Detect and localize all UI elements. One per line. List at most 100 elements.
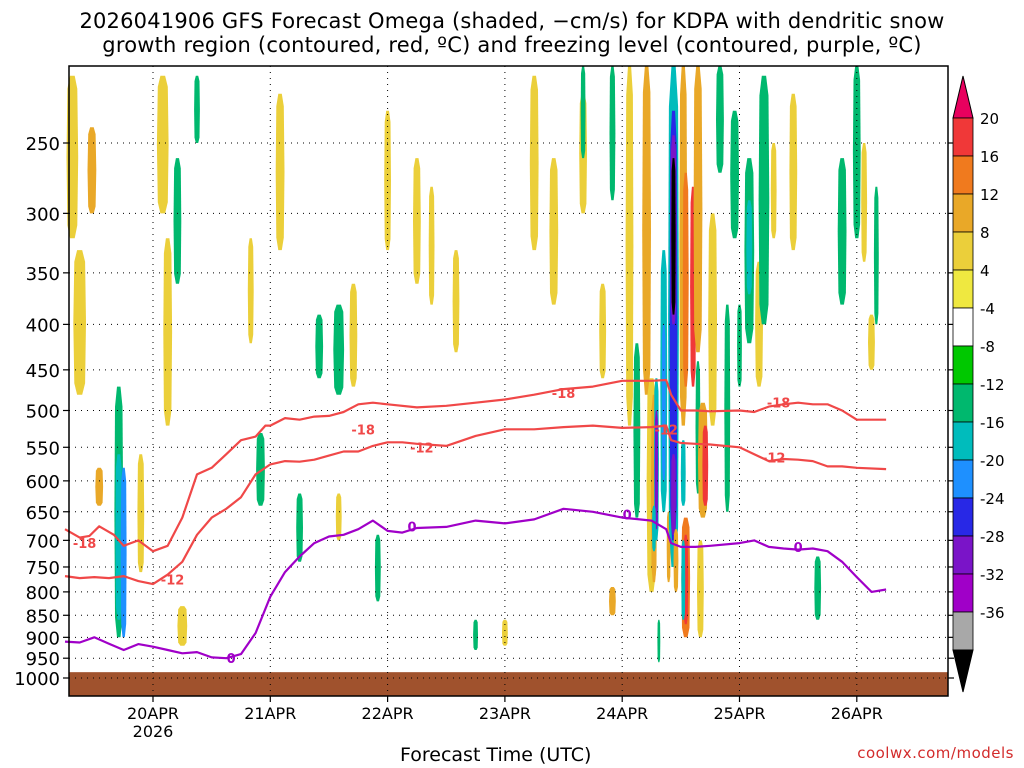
colorbar: 20 16 12 8 4 -4 -8 -12 -16 -20 -24 -28 -32 -36 <box>952 75 1005 693</box>
omega-patch <box>315 314 324 379</box>
omega-patch <box>87 127 97 214</box>
omega-patch <box>529 75 539 251</box>
colorbar-swatch <box>952 611 974 651</box>
omega-patch <box>657 619 661 663</box>
surface-terrain-layer <box>69 672 948 696</box>
omega-patch <box>428 186 435 305</box>
omega-patch <box>502 619 508 646</box>
y-tick-label: 950 <box>26 649 60 670</box>
omega-patch <box>873 186 879 325</box>
y-tick-label: 600 <box>26 472 60 493</box>
gridlines <box>69 66 948 696</box>
omega-patch <box>413 158 421 284</box>
contour-label: -18 <box>767 397 791 412</box>
omega-patch <box>837 158 847 305</box>
colorbar-swatch <box>952 497 974 537</box>
omega-patch <box>156 75 169 214</box>
contour-freezing-level <box>64 507 887 660</box>
omega-patch <box>452 250 460 353</box>
omega-patch <box>333 304 345 395</box>
omega-patch <box>708 213 717 426</box>
omega-patch <box>702 425 709 506</box>
omega-patch <box>682 172 689 387</box>
omega-patch <box>137 454 145 573</box>
contour-layer: -18 -18 -18 -18 -12 -12 -12 -12 0 0 0 0 <box>64 378 887 667</box>
x-axis-title: Forecast Time (UTC) <box>400 744 592 766</box>
colorbar-label: -4 <box>980 300 995 318</box>
contour-label: -12 <box>410 441 434 456</box>
omega-patch <box>163 238 173 426</box>
axes: 2503003504004505005506006507007508008509… <box>14 65 954 741</box>
x-tick-label: 20APR <box>127 704 179 723</box>
y-tick-label: 550 <box>26 438 60 459</box>
contour-label: -18 <box>552 387 576 402</box>
omega-patch <box>473 619 478 650</box>
omega-patch <box>680 440 686 506</box>
plot-frame <box>68 65 949 697</box>
y-tick-label: 300 <box>26 204 60 225</box>
colorbar-swatch <box>952 155 974 195</box>
omega-patch <box>115 454 123 620</box>
y-tick-label: 900 <box>26 628 60 649</box>
colorbar-label: 4 <box>980 262 990 280</box>
y-tick-label: 350 <box>26 264 60 285</box>
colorbar-swatch <box>952 231 974 271</box>
omega-patch <box>652 505 656 552</box>
omega-patch <box>758 75 770 325</box>
chart-title-line-1: 2026041906 GFS Forecast Omega (shaded, −… <box>79 9 945 33</box>
omega-patch <box>256 433 265 506</box>
omega-patch <box>73 250 86 395</box>
colorbar-label: 12 <box>980 186 999 204</box>
y-tick-label: 800 <box>26 583 60 604</box>
colorbar-swatch <box>952 383 974 423</box>
colorbar-bottom-arrow <box>952 649 974 693</box>
omega-patch <box>625 66 634 426</box>
omega-patch <box>194 75 200 143</box>
colorbar-label: 8 <box>980 224 990 242</box>
omega-patch <box>716 66 724 173</box>
x-tick-label: 24APR <box>596 704 648 723</box>
colorbar-label: -16 <box>980 414 1005 432</box>
omega-patch <box>609 66 616 201</box>
x-year-label: 2026 <box>133 722 174 741</box>
omega-patch <box>95 467 104 506</box>
colorbar-swatch <box>952 117 974 157</box>
colorbar-label: -28 <box>980 528 1005 546</box>
colorbar-label: -32 <box>980 566 1005 584</box>
omega-patch <box>724 304 731 512</box>
omega-patch <box>868 314 875 370</box>
omega-patch <box>861 143 868 262</box>
colorbar-top-arrow <box>952 75 974 119</box>
y-tick-label: 1000 <box>14 669 60 690</box>
omega-patch <box>661 324 666 481</box>
contour-label: -12 <box>762 452 786 467</box>
omega-patch <box>852 66 861 239</box>
colorbar-label: -12 <box>980 376 1005 394</box>
colorbar-swatch <box>952 345 974 385</box>
colorbar-swatch <box>952 459 974 499</box>
colorbar-swatch <box>952 573 974 613</box>
omega-patch <box>549 158 559 305</box>
colorbar-swatch <box>952 193 974 233</box>
omega-patch <box>673 529 679 592</box>
colorbar-swatch <box>952 269 974 309</box>
contour-label: -12 <box>654 423 678 438</box>
chart-title-line-2: growth region (contoured, red, ºC) and f… <box>102 33 922 57</box>
omega-patch <box>633 343 641 518</box>
colorbar-swatch <box>952 421 974 461</box>
contour-label: -12 <box>161 574 185 589</box>
omega-patch <box>789 93 798 251</box>
omega-patch <box>177 606 188 646</box>
surface-terrain <box>69 672 948 696</box>
omega-patch <box>697 540 704 638</box>
omega-patch <box>746 200 753 295</box>
y-tick-label: 750 <box>26 558 60 579</box>
omega-patch <box>737 304 742 387</box>
contour-temp-minus12 <box>64 424 887 586</box>
site-credit[interactable]: coolwx.com/models <box>857 744 1014 762</box>
contour-label: -18 <box>73 537 97 552</box>
omega-patch <box>374 534 381 602</box>
omega-patch <box>247 238 254 344</box>
colorbar-label: -24 <box>980 490 1005 508</box>
